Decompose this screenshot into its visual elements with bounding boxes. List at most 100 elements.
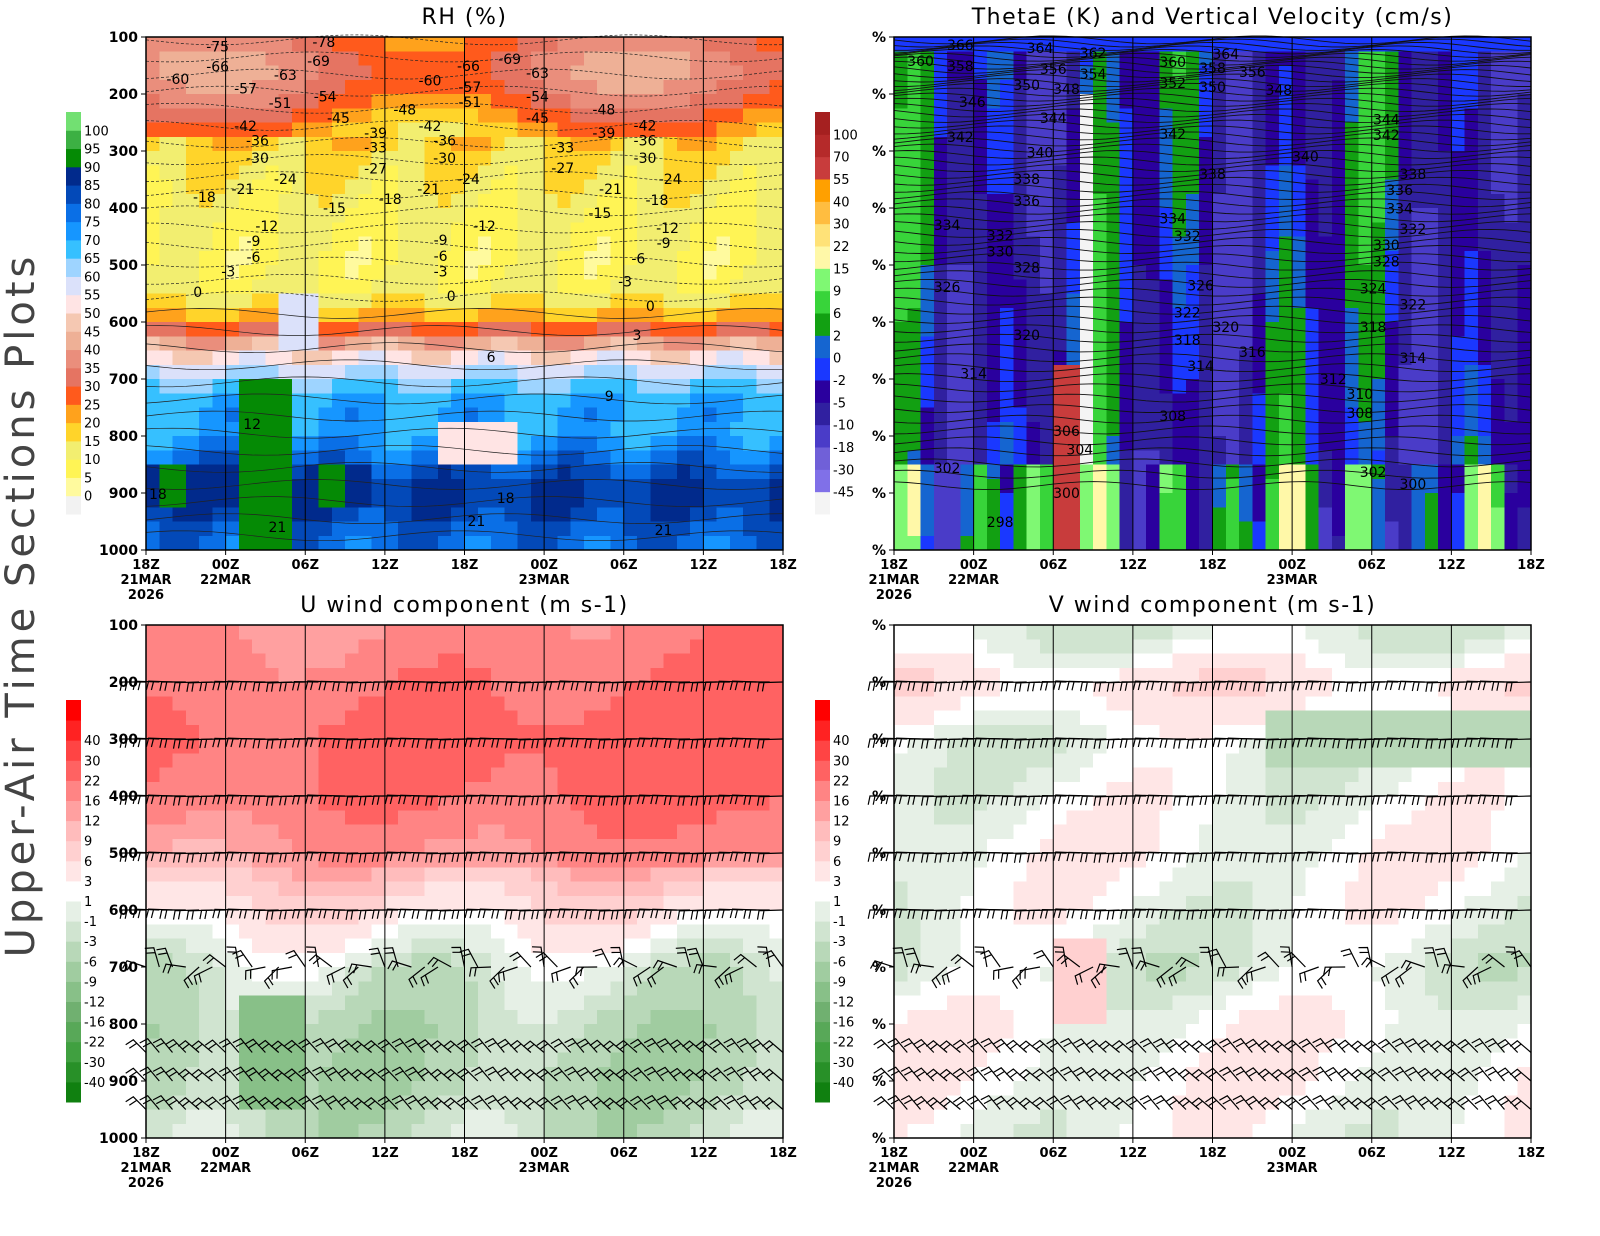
- contour-cell: [331, 265, 346, 280]
- contour-cell: [1119, 521, 1134, 537]
- contour-label: 0: [193, 285, 202, 301]
- colorbar-swatch: [66, 422, 81, 442]
- contour-cell: [1000, 393, 1015, 409]
- contour-cell: [464, 236, 479, 252]
- contour-cell: [756, 79, 771, 95]
- contour-cell: [676, 364, 691, 380]
- contour-cell: [743, 193, 758, 209]
- contour-cell: [199, 881, 213, 897]
- y-tick-label: 300: [109, 144, 138, 160]
- contour-cell: [610, 265, 625, 280]
- contour-cell: [477, 781, 492, 797]
- contour-cell: [1464, 478, 1479, 494]
- contour-cell: [544, 350, 558, 366]
- contour-cell: [1451, 108, 1466, 124]
- contour-cell: [225, 724, 240, 740]
- contour-cell: [225, 1123, 240, 1139]
- contour-cell: [907, 478, 922, 494]
- contour-cell: [384, 193, 399, 209]
- contour-cell: [331, 179, 346, 195]
- contour-cell: [1039, 108, 1054, 124]
- contour-cell: [477, 967, 492, 982]
- contour-cell: [358, 165, 373, 181]
- contour-cell: [1491, 193, 1506, 209]
- contour-cell: [424, 393, 439, 409]
- contour-cell: [424, 122, 439, 138]
- contour-cell: [1305, 265, 1320, 280]
- contour-cell: [1451, 450, 1466, 466]
- contour-cell: [185, 165, 200, 181]
- contour-label: 330: [1373, 238, 1400, 254]
- contour-cell: [544, 696, 558, 712]
- contour-cell: [703, 293, 718, 309]
- contour-cell: [650, 478, 665, 494]
- contour-cell: [570, 79, 585, 95]
- contour-cell: [1517, 493, 1532, 508]
- contour-cell: [530, 895, 545, 911]
- contour-cell: [544, 1009, 558, 1025]
- contour-cell: [637, 193, 651, 209]
- contour-cell: [894, 37, 908, 52]
- contour-cell: [371, 895, 386, 911]
- contour-cell: [185, 625, 200, 640]
- contour-cell: [318, 464, 333, 480]
- contour-cell: [1464, 165, 1479, 181]
- contour-cell: [345, 450, 359, 466]
- x-tick-label: 06Z: [1039, 558, 1067, 573]
- contour-cell: [371, 364, 386, 380]
- contour-cell: [1451, 521, 1466, 537]
- contour-cell: [960, 379, 975, 394]
- contour-cell: [530, 364, 545, 380]
- contour-cell: [437, 1009, 452, 1025]
- contour-cell: [305, 179, 320, 195]
- contour-cell: [637, 322, 651, 337]
- contour-cell: [933, 407, 948, 423]
- contour-cell: [437, 1052, 452, 1068]
- contour-cell: [238, 279, 253, 295]
- contour-cell: [1438, 507, 1452, 523]
- contour-cell: [464, 307, 479, 323]
- contour-cell: [769, 250, 784, 266]
- contour-cell: [384, 65, 399, 81]
- contour-cell: [1106, 307, 1121, 323]
- contour-cell: [947, 493, 961, 508]
- contour-cell: [1000, 250, 1015, 266]
- contour-cell: [1026, 293, 1041, 309]
- contour-cell: [504, 307, 519, 323]
- contour-cell: [1225, 521, 1240, 537]
- contour-cell: [504, 136, 519, 152]
- contour-cell: [331, 450, 346, 466]
- contour-cell: [491, 464, 505, 480]
- contour-cell: [172, 193, 187, 209]
- contour-cell: [1026, 535, 1041, 551]
- contour-cell: [411, 151, 426, 166]
- contour-cell: [291, 507, 306, 523]
- contour-cell: [491, 493, 505, 508]
- contour-cell: [411, 179, 426, 195]
- contour-cell: [424, 938, 439, 954]
- contour-cell: [960, 136, 975, 152]
- contour-cell: [583, 136, 598, 152]
- contour-cell: [371, 1081, 386, 1096]
- contour-cell: [1358, 350, 1373, 366]
- contour-cell: [1305, 436, 1320, 451]
- contour-cell: [358, 350, 373, 366]
- contour-cell: [265, 322, 280, 337]
- contour-label: 360: [907, 54, 934, 70]
- contour-cell: [544, 493, 558, 508]
- contour-cell: [973, 279, 988, 295]
- contour-cell: [597, 507, 612, 523]
- contour-cell: [212, 1009, 227, 1025]
- contour-cell: [384, 895, 399, 911]
- contour-cell: [1385, 265, 1399, 280]
- contour-cell: [676, 136, 691, 152]
- contour-cell: [544, 279, 558, 295]
- contour-cell: [398, 108, 413, 124]
- contour-cell: [1292, 151, 1306, 166]
- colorbar-swatch: [66, 459, 81, 478]
- contour-cell: [1331, 436, 1346, 451]
- contour-cell: [1053, 521, 1068, 537]
- contour-cell: [345, 193, 359, 209]
- contour-cell: [1172, 151, 1187, 166]
- contour-cell: [894, 165, 908, 181]
